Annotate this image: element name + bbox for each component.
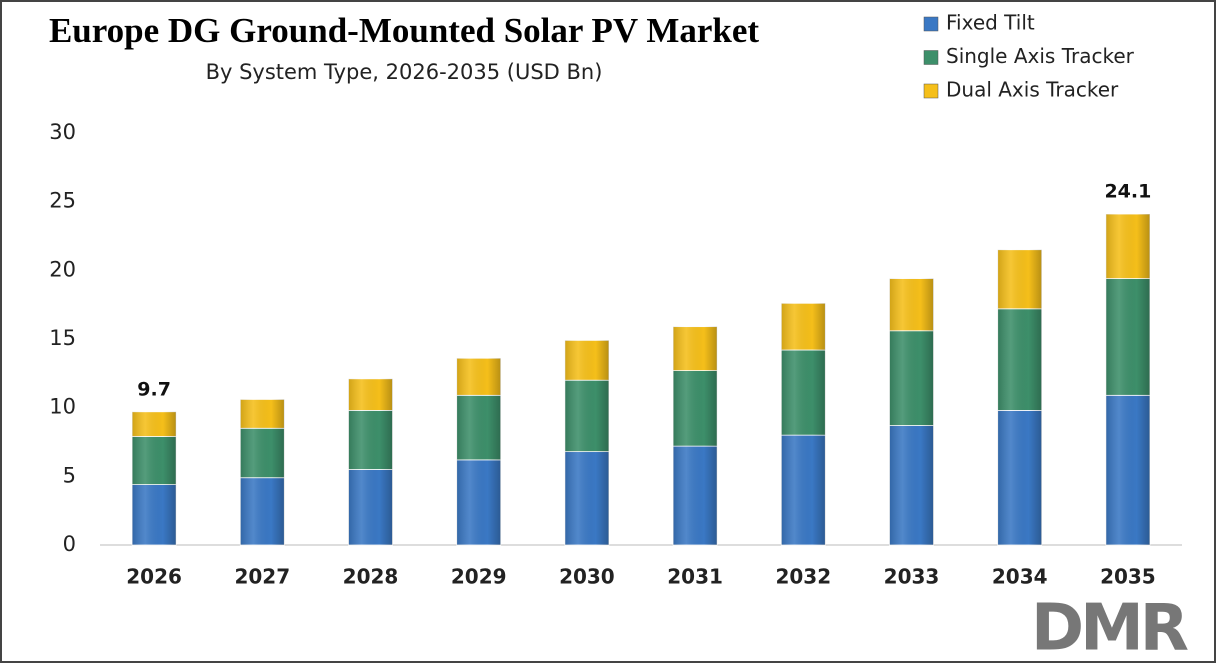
- bar-segment: [456, 459, 502, 546]
- x-tick-label: 2028: [343, 565, 399, 589]
- x-tick-label: 2027: [234, 565, 290, 589]
- bar-segment: [780, 302, 826, 351]
- legend-swatch: [923, 50, 939, 65]
- y-tick-label: 15: [49, 326, 76, 350]
- bar-segment: [889, 425, 934, 546]
- bar-segment: [672, 370, 718, 447]
- bar-segment: [456, 394, 502, 461]
- bar-segment: [131, 484, 177, 546]
- bar-segment: [564, 339, 610, 381]
- x-tick-label: 2034: [992, 565, 1048, 589]
- bar-segment: [1105, 394, 1151, 546]
- bar-segment: [1105, 278, 1151, 396]
- y-tick-label: 20: [49, 257, 76, 281]
- legend-label: Fixed Tilt: [946, 11, 1035, 35]
- bar-segment: [780, 349, 826, 436]
- bar-segment: [456, 357, 502, 396]
- legend-swatch: [923, 83, 939, 99]
- bar-segment: [348, 410, 393, 470]
- y-tick-label: 25: [49, 189, 76, 213]
- x-tick-label: 2030: [559, 565, 615, 589]
- y-tick-label: 10: [49, 395, 76, 419]
- bar-segment: [348, 469, 393, 546]
- chart-title: Europe DG Ground-Mounted Solar PV Market: [49, 11, 759, 50]
- legend-label: Dual Axis Tracker: [946, 78, 1119, 102]
- bar-segment: [997, 249, 1043, 310]
- legend-swatch: [923, 16, 939, 32]
- x-tick-label: 2026: [126, 565, 182, 589]
- legend-label: Single Axis Tracker: [946, 44, 1135, 68]
- y-tick-label: 30: [49, 120, 76, 144]
- total-label: 9.7: [137, 378, 171, 400]
- bar-segment: [672, 326, 718, 371]
- x-tick-label: 2031: [667, 565, 723, 589]
- x-tick-label: 2029: [451, 565, 507, 589]
- bar-segment: [239, 427, 285, 479]
- bar-segment: [239, 399, 285, 429]
- x-tick-label: 2033: [884, 565, 940, 589]
- y-tick-label: 5: [63, 463, 76, 487]
- logo: DMR: [1031, 592, 1188, 663]
- bar-segment: [348, 378, 393, 411]
- bar-segment: [131, 436, 177, 485]
- bar-segment: [131, 411, 177, 437]
- bar-segment: [889, 278, 934, 332]
- bar-segment: [1105, 213, 1151, 279]
- x-tick-label: 2032: [775, 565, 831, 589]
- bar-segment: [564, 451, 610, 546]
- x-tick-label: 2035: [1100, 565, 1156, 589]
- bar-segment: [780, 434, 826, 546]
- bar-segment: [672, 445, 718, 546]
- bar-segment: [997, 410, 1043, 546]
- chart-subtitle: By System Type, 2026-2035 (USD Bn): [206, 60, 603, 84]
- bar-segment: [997, 308, 1043, 411]
- bar-segment: [889, 330, 934, 426]
- total-label: 24.1: [1104, 181, 1151, 203]
- bar-segment: [239, 477, 285, 546]
- bar-segment: [564, 379, 610, 453]
- y-tick-label: 0: [63, 532, 76, 556]
